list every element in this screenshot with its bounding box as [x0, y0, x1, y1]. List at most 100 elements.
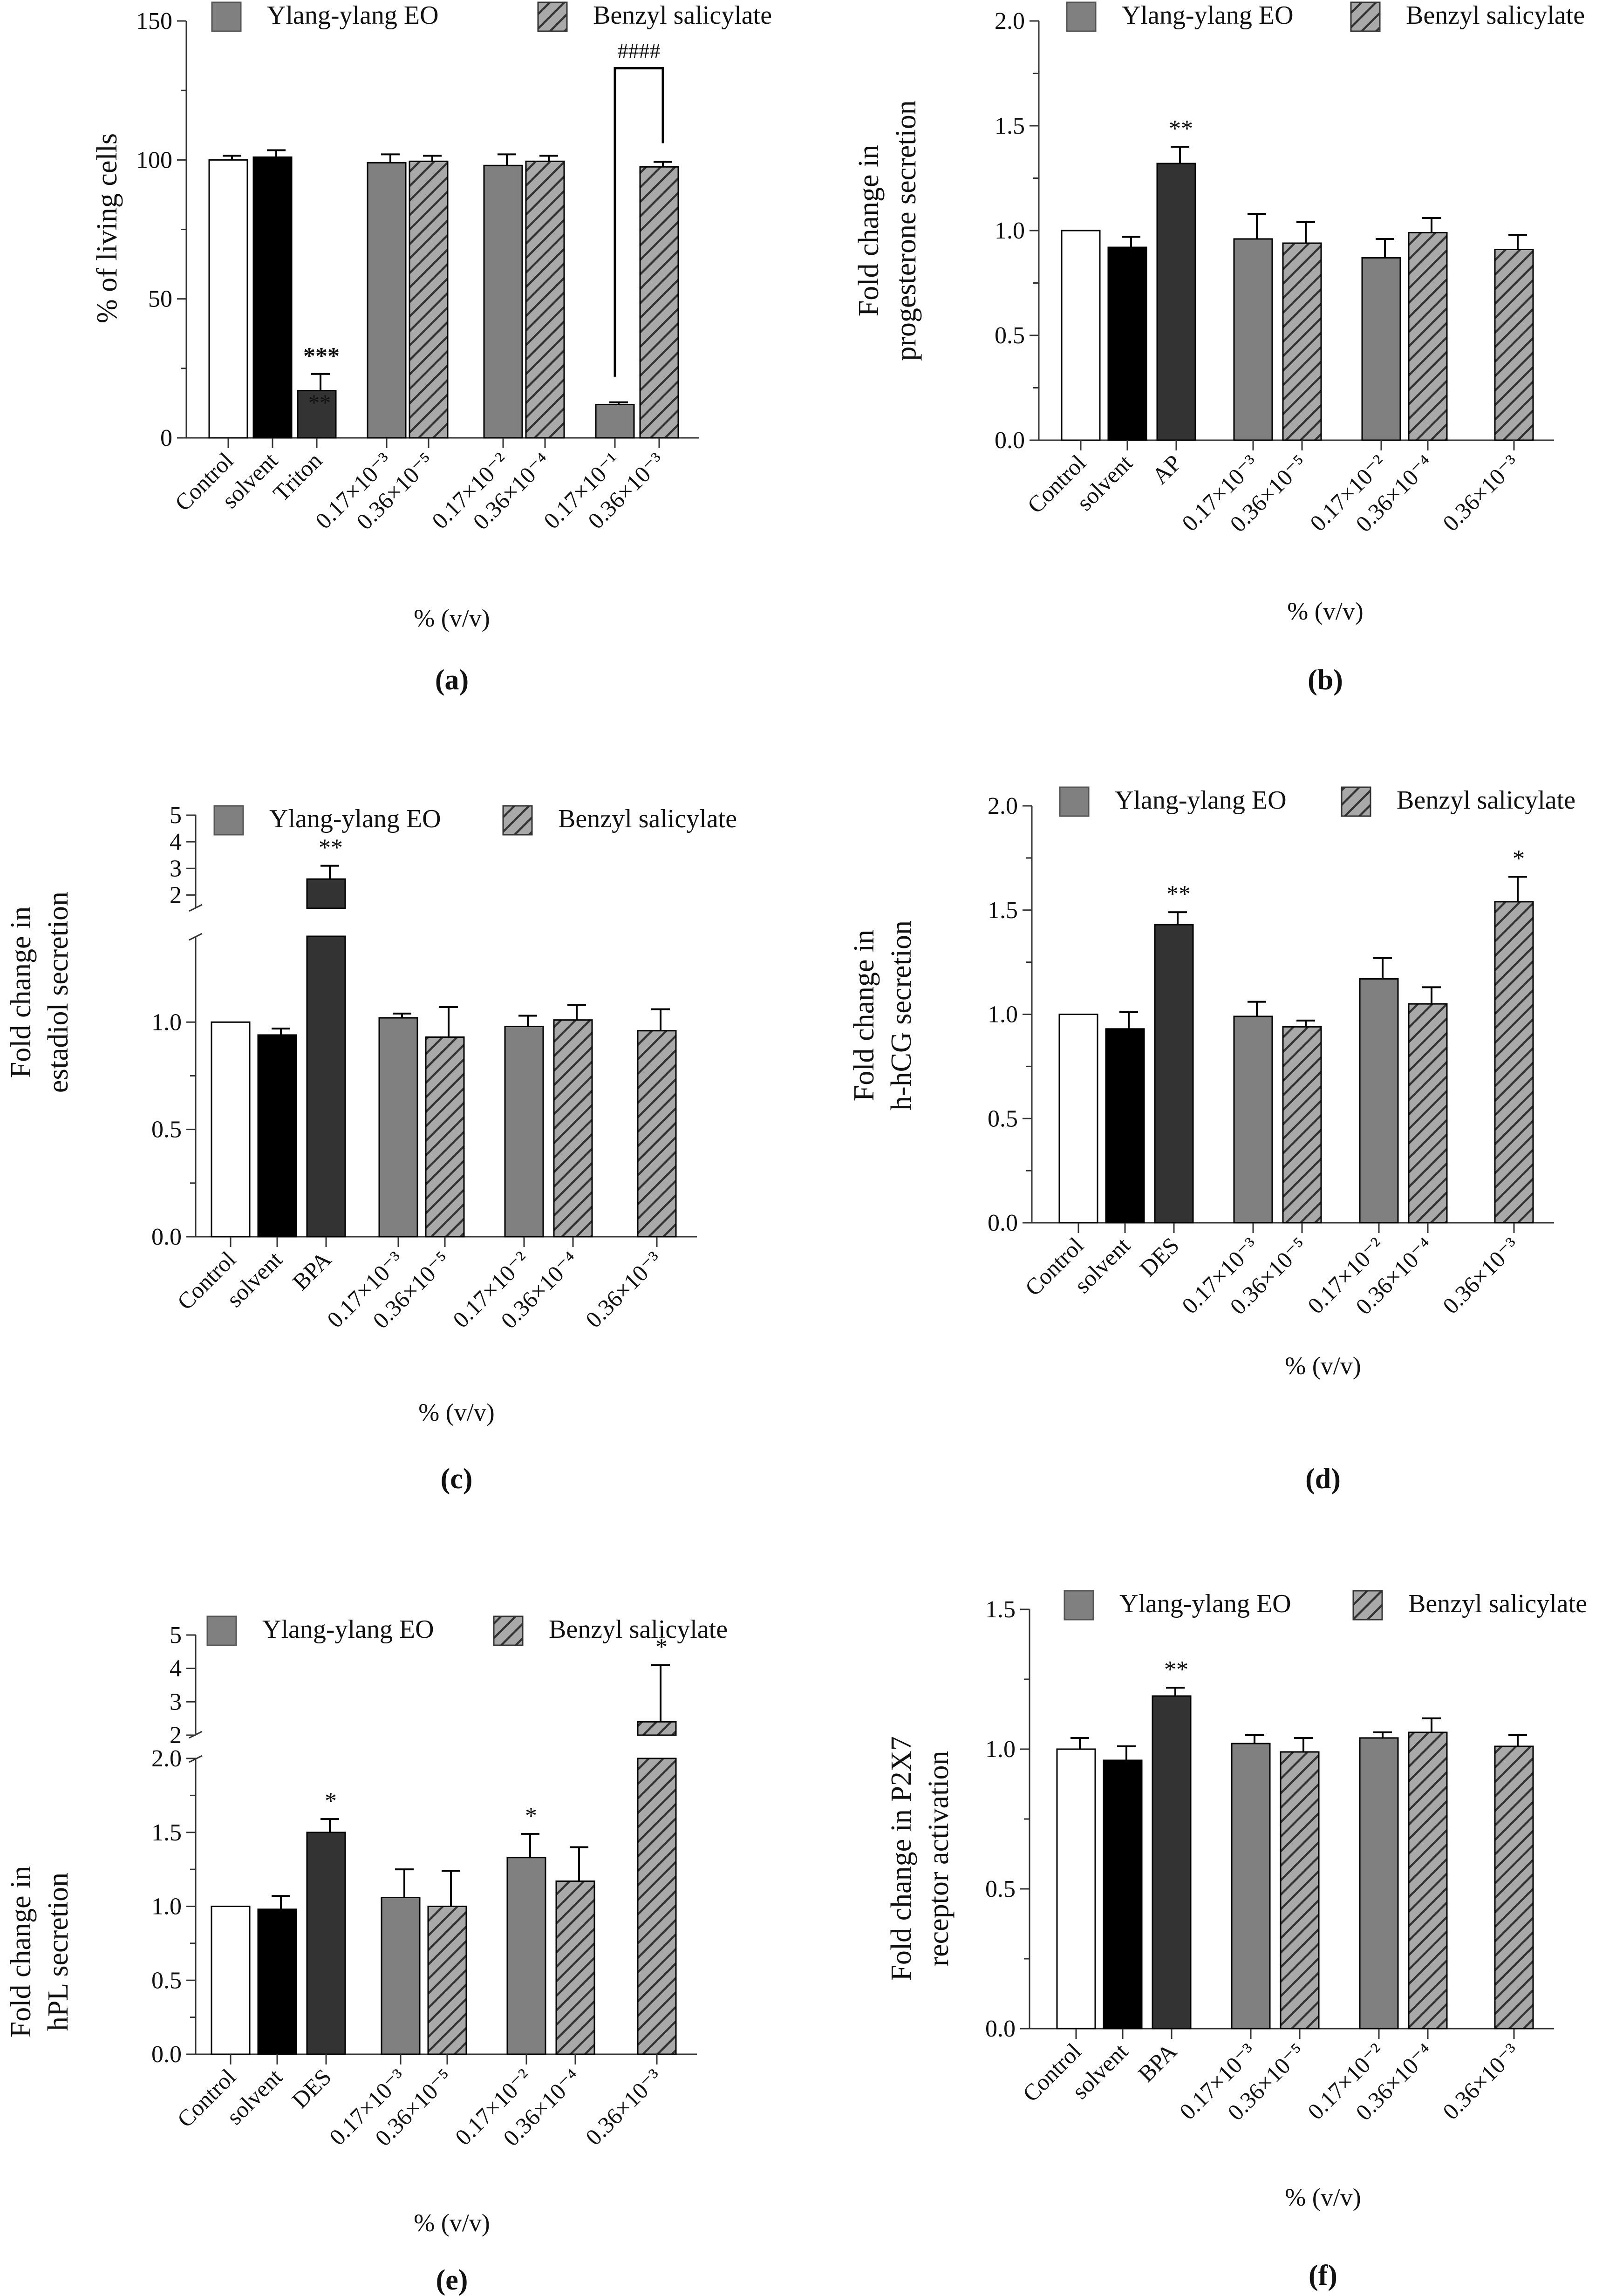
bar-benzyl [1280, 1751, 1320, 2030]
x-tick-label: 0.36×10⁻³ [580, 2064, 667, 2150]
x-tick-label: Control [1022, 450, 1091, 518]
bar-ylang [595, 403, 635, 439]
bar-benzyl [427, 1906, 467, 2055]
bar-ylang [1233, 238, 1273, 441]
bar-benzyl [1282, 1026, 1322, 1224]
bar-positive [297, 390, 337, 439]
legend-swatch-benzyl [1352, 1590, 1383, 1621]
bars: Controlsolvent**BPA0.17×10⁻³0.36×10⁻⁵0.1… [1017, 1656, 1534, 2126]
legend-swatch-benzyl [537, 1, 568, 32]
y-tick-label: 1.5 [988, 897, 1018, 924]
y-axis-label-line: Fold change in [5, 1866, 37, 2038]
y-axis-label-line: % of living cells [91, 133, 123, 323]
legend-label-benzyl: Benzyl salicylate [593, 1, 772, 30]
legend: Ylang-ylang EO Benzyl salicylate [1059, 786, 1575, 817]
bar-positive [306, 1832, 346, 2055]
bar-benzyl [637, 1758, 677, 2055]
bar-solvent [1107, 246, 1147, 441]
legend: Ylang-ylang EO Benzyl salicylate [213, 804, 737, 836]
y-axis-label: Fold change in P2X7 receptor activation [886, 1736, 955, 1981]
bar-benzyl [1408, 232, 1448, 441]
legend-swatch-benzyl [493, 1615, 524, 1646]
legend-swatch-ylang [211, 1, 242, 32]
y-tick-label-upper: 3 [170, 855, 182, 882]
y-tick-label: 100 [136, 147, 172, 173]
bar-ylang [367, 162, 407, 439]
y-tick-label: 0.0 [995, 427, 1025, 454]
x-tick-label: 0.36×10⁻³ [1438, 450, 1524, 536]
significance-label: * [655, 1634, 668, 1661]
y-axis-label: Fold change in progesterone secretion [853, 100, 922, 361]
y-axis-label: Fold change in estadiol secretion [5, 892, 74, 1093]
significance-label: ** [319, 835, 343, 861]
chart-panel-d: 0.0 0.5 1.0 1.5 2.0 Fold change in h-hCG secre… [848, 786, 1575, 1495]
y-axis-label-line: h-hCG secretion [886, 920, 917, 1111]
bar-ylang [1233, 1015, 1273, 1224]
y-axis-label: Fold change in hPL secretion [5, 1866, 74, 2038]
y-tick-label: 2.0 [151, 1745, 182, 1772]
y-tick-label-upper: 4 [170, 829, 182, 855]
bar-solvent [1105, 1028, 1145, 1224]
x-tick-label: AP [1147, 450, 1186, 489]
bar-benzyl [409, 160, 449, 439]
legend: Ylang-ylang EO Benzyl salicylate [1064, 1589, 1587, 1621]
x-tick-label: 0.36×10⁻³ [1438, 1232, 1524, 1319]
y-axis-label-line: Fold change in P2X7 [886, 1736, 917, 1981]
bar-ylang [504, 1026, 544, 1238]
bar-control [211, 1906, 251, 2055]
legend-label-benzyl: Benzyl salicylate [1397, 786, 1575, 815]
bar-ylang [506, 1857, 546, 2055]
bar-benzyl [555, 1880, 595, 2055]
bar-ylang [378, 1017, 418, 1238]
bar-positive [1156, 163, 1196, 441]
x-tick-label: 0.36×10⁻³ [1438, 2038, 1524, 2125]
y-tick-label: 1.0 [985, 1736, 1016, 1763]
y-tick-label-upper: 5 [170, 802, 182, 829]
legend-label-ylang: Ylang-ylang EO [1115, 786, 1287, 815]
y-tick-label: 0.5 [988, 1105, 1018, 1132]
bars: Controlsolvent*DES0.17×10⁻³0.36×10⁻⁵*0.1… [172, 1634, 677, 2151]
bars: Controlsolvent**AP0.17×10⁻³0.36×10⁻⁵0.17… [1022, 116, 1534, 537]
bars: Controlsolvent*****Triton0.17×10⁻³0.36×1… [170, 149, 679, 535]
legend-label-ylang: Ylang-ylang EO [1122, 1, 1294, 30]
x-axis-label: % (v/v) [414, 604, 490, 632]
legend-swatch-ylang [206, 1615, 237, 1646]
panel-label: (c) [441, 1463, 473, 1495]
x-tick-label: Control [1017, 2038, 1086, 2107]
y-axis-label-line: Fold change in [5, 906, 37, 1078]
legend-label-ylang: Ylang-ylang EO [262, 1615, 434, 1644]
y-tick-label-upper: 2 [170, 1722, 182, 1749]
bar-positive [1154, 924, 1194, 1224]
bars: Controlsolvent**BPA0.17×10⁻³0.36×10⁻⁵0.1… [172, 835, 677, 1334]
bars: Controlsolvent**DES0.17×10⁻³0.36×10⁻⁵0.1… [1020, 845, 1534, 1320]
x-axis-label: % (v/v) [418, 1398, 494, 1426]
y-axis-label-line: receptor activation [923, 1751, 955, 1966]
bar-benzyl [639, 166, 679, 439]
bar-control [211, 1021, 251, 1238]
bar-positive [306, 935, 346, 1238]
bar-ylang [381, 1896, 421, 2055]
bar-benzyl [1494, 249, 1534, 441]
x-tick-label: DES [286, 2064, 336, 2113]
chart-panel-b: 0.0 0.5 1.0 1.5 2.0 Fold change in progesteron… [853, 1, 1585, 696]
y-tick-label: 1.5 [151, 1819, 182, 1846]
y-tick-label: 0 [160, 425, 172, 451]
y-ticks: 0 50 100 150 [136, 8, 186, 451]
y-axis-label-line: Fold change in [853, 145, 885, 317]
x-tick-label: Control [172, 1246, 241, 1315]
y-tick-label: 50 [148, 286, 172, 313]
y-axis-label-line: hPL secretion [42, 1873, 74, 2031]
y-ticks: 0.0 0.5 1.0 1.5 [985, 1596, 1030, 2042]
significance-label: ** [1166, 881, 1191, 907]
legend-label-ylang: Ylang-ylang EO [269, 804, 441, 833]
legend-swatch-benzyl [502, 805, 533, 836]
legend-label-benzyl: Benzyl salicylate [558, 804, 737, 833]
bar-benzyl-upper [637, 1721, 677, 1736]
comparison-bracket [614, 67, 664, 377]
legend-label-benzyl: Benzyl salicylate [1406, 1, 1585, 30]
legend-label-ylang: Ylang-ylang EO [267, 1, 439, 30]
y-tick-label: 1.0 [995, 218, 1025, 244]
y-tick-label: 0.5 [995, 322, 1025, 349]
